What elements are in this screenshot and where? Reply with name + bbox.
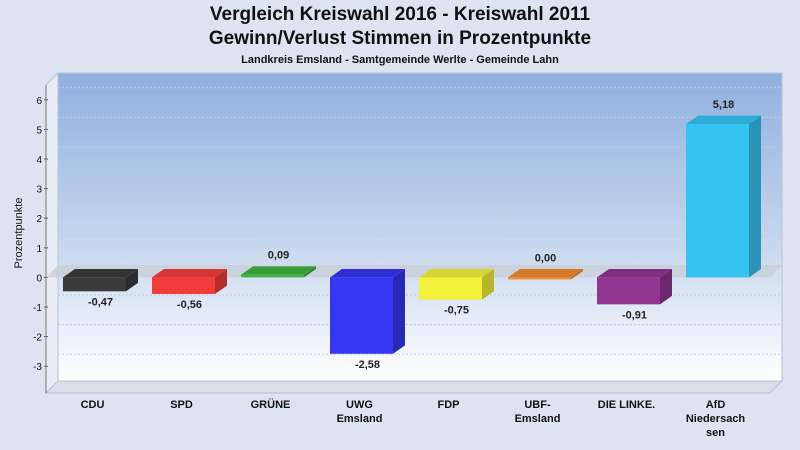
- data-label: -0,47: [88, 296, 113, 308]
- data-label: -2,58: [355, 359, 380, 371]
- bar-top: [241, 266, 316, 275]
- floor: [44, 380, 784, 394]
- y-tick-label: -3: [33, 362, 42, 373]
- y-tick-label: 2: [36, 214, 42, 225]
- zero-plane: [46, 265, 782, 278]
- bar: [63, 277, 126, 292]
- bar-top: [597, 269, 672, 278]
- bar-top: [419, 269, 494, 278]
- left-wall: [45, 71, 59, 395]
- y-axis-label: Prozentpunkte: [13, 198, 25, 269]
- chart-title: Vergleich Kreiswahl 2016 - Kreiswahl 201…: [209, 4, 591, 25]
- x-tick-label: Emsland: [515, 413, 561, 425]
- y-tick-label: 6: [36, 96, 42, 107]
- bar-side: [660, 269, 672, 305]
- plot-area: [57, 72, 783, 382]
- y-tick-label: 3: [36, 185, 42, 196]
- data-label: -0,75: [444, 305, 469, 317]
- x-tick-label: UBF-: [524, 399, 551, 411]
- bar-top: [330, 269, 405, 278]
- bar-side: [482, 269, 494, 300]
- bar-top: [508, 269, 583, 278]
- x-tick-label: GRÜNE: [251, 398, 291, 411]
- data-label: -0,91: [622, 309, 647, 321]
- bar-side: [126, 269, 138, 292]
- bar-top: [63, 269, 138, 278]
- x-tick-label: CDU: [81, 399, 105, 411]
- bar: [597, 277, 660, 305]
- x-tick-label: FDP: [438, 399, 460, 411]
- y-tick-label: 0: [36, 273, 42, 284]
- y-tick-label: -2: [33, 333, 42, 344]
- bar: [330, 277, 393, 354]
- bar: [152, 277, 215, 294]
- x-tick-label: SPD: [170, 399, 193, 411]
- bar-top: [152, 269, 227, 278]
- data-label: 0,00: [535, 252, 556, 264]
- bar-side: [304, 266, 316, 278]
- bar: [686, 124, 749, 278]
- bar-side: [749, 115, 761, 278]
- y-tick-label: -1: [33, 303, 42, 314]
- bar: [419, 277, 482, 300]
- x-tick-label: Niedersach: [686, 413, 746, 425]
- x-tick-label: DIE LINKE.: [598, 399, 655, 411]
- chart-caption: Landkreis Emsland - Samtgemeinde Werlte …: [241, 54, 559, 66]
- y-tick-label: 1: [36, 244, 42, 255]
- data-label: 5,18: [713, 99, 734, 111]
- chart-subtitle: Gewinn/Verlust Stimmen in Prozentpunkte: [208, 28, 592, 49]
- x-tick-label: sen: [706, 427, 725, 439]
- x-tick-label: UWG: [346, 399, 373, 411]
- y-tick-label: 5: [36, 125, 42, 136]
- data-label: -0,56: [177, 299, 202, 311]
- bar: [508, 277, 571, 280]
- bar-top: [686, 115, 761, 125]
- data-label: 0,09: [268, 250, 289, 262]
- x-tick-label: Emsland: [337, 413, 383, 425]
- y-tick-label: 4: [36, 155, 42, 166]
- bar: [241, 274, 304, 278]
- bar-side: [571, 269, 583, 280]
- bar-side: [215, 269, 227, 294]
- x-tick-label: AfD: [706, 399, 726, 411]
- bar-side: [393, 269, 405, 354]
